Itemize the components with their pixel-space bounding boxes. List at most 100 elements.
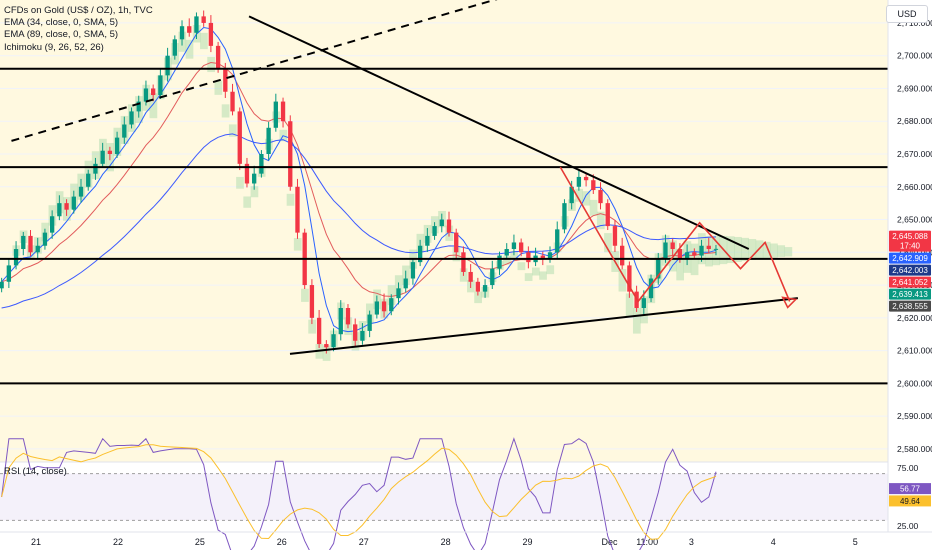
candle-body: [425, 235, 430, 246]
candle: [374, 295, 380, 319]
candle: [21, 231, 26, 256]
rsi-line: [1, 437, 717, 550]
candle: [71, 190, 76, 214]
candle-body: [446, 219, 452, 233]
candle: [526, 246, 531, 269]
trendline-dashed-2: [11, 0, 498, 142]
cloud-segment: [228, 124, 237, 137]
candle: [122, 116, 127, 144]
candle-body: [612, 226, 618, 246]
candle-body: [13, 249, 19, 266]
y-axis-label: 2,620.000: [897, 313, 932, 323]
candle-body: [244, 163, 250, 184]
cloud-segment: [748, 239, 757, 261]
candle-body: [374, 301, 380, 315]
cloud-segment: [301, 288, 309, 302]
candle: [208, 15, 214, 53]
candle: [179, 20, 185, 46]
candle: [280, 97, 286, 128]
candle: [309, 279, 315, 325]
currency-button[interactable]: USD: [886, 5, 928, 23]
candle: [713, 244, 719, 256]
x-axis-label: 5: [853, 537, 858, 547]
rsi-legend[interactable]: RSI (14, close): [4, 466, 67, 477]
candle-body: [107, 150, 113, 154]
candle-body: [684, 252, 690, 259]
candle-body: [713, 248, 719, 250]
candle: [454, 228, 459, 259]
rsi-value-badge: [889, 483, 931, 495]
y-axis-label: 2,600.000: [897, 378, 932, 388]
candle-body: [237, 111, 242, 164]
candle: [194, 12, 199, 39]
candle-body: [656, 258, 661, 279]
cloud-segment: [243, 196, 252, 208]
candle-body: [280, 101, 286, 122]
candle-body: [129, 111, 134, 125]
chart-legend: CFDs on Gold (US$ / OZ), 1h, TVC EMA (34…: [4, 5, 153, 54]
candle-body: [223, 68, 228, 92]
cloud-segment: [632, 307, 641, 334]
candle-body: [215, 45, 221, 69]
cloud-segment: [503, 256, 511, 265]
candle: [461, 246, 466, 276]
y-axis-label: 2,690.000: [897, 83, 932, 93]
price-badge: 2,641.052: [889, 276, 931, 288]
x-axis-label: 26: [277, 537, 287, 547]
candle: [338, 300, 343, 341]
kijun-line: [1, 26, 717, 333]
candle-body: [71, 196, 76, 210]
candle: [273, 93, 278, 132]
ema34-line: [1, 61, 717, 297]
x-axis-label: 28: [441, 537, 451, 547]
candle: [201, 10, 206, 27]
candle-body: [78, 186, 84, 197]
candle-body: [273, 101, 278, 128]
candle-body: [591, 180, 596, 191]
candle: [136, 95, 141, 118]
cloud-segment: [784, 247, 793, 257]
cloud-segment: [474, 291, 482, 304]
x-axis-label: 29: [523, 537, 533, 547]
candle: [57, 195, 62, 221]
legend-ema89[interactable]: EMA (89, close, 0, SMA, 5): [4, 29, 119, 41]
candle: [555, 221, 560, 259]
cloud-segment: [524, 273, 533, 282]
candle: [129, 107, 134, 129]
rsi-axis-label: 75.00: [897, 463, 919, 473]
x-axis-label: 4: [771, 537, 776, 547]
candle: [266, 121, 271, 161]
candle: [165, 47, 170, 82]
candle-body: [309, 285, 315, 318]
candle-body: [504, 249, 509, 256]
x-axis-label: 11:00: [636, 537, 658, 547]
candle-body: [605, 203, 610, 227]
trendline-solid-0: [248, 15, 750, 250]
candle: [244, 157, 250, 188]
price-badge-text: 2,642.909: [892, 254, 928, 263]
candle-body: [620, 245, 625, 266]
candle-body: [389, 298, 394, 312]
candle: [432, 222, 437, 240]
candle: [511, 234, 517, 256]
candle: [0, 277, 4, 293]
price-badge: 2,639.413: [889, 288, 931, 300]
cloud-segment: [293, 238, 302, 251]
candle: [620, 237, 625, 270]
legend-ichimoku[interactable]: Ichimoku (9, 26, 52, 26): [4, 41, 104, 53]
candle-body: [598, 190, 603, 204]
candle: [439, 213, 444, 233]
cloud-segment: [726, 236, 735, 264]
price-badge-text: 2,641.052: [892, 278, 928, 287]
candle: [417, 239, 423, 267]
candle: [172, 35, 177, 60]
cloud-segment: [308, 319, 317, 334]
x-axis-label: 3: [689, 537, 694, 547]
trendline-solid-1: [289, 297, 798, 355]
candle: [28, 230, 33, 257]
candle-body: [345, 308, 351, 325]
legend-ema34[interactable]: EMA (34, close, 0, SMA, 5): [4, 17, 119, 29]
candle-body: [526, 252, 531, 263]
candle: [482, 279, 488, 298]
